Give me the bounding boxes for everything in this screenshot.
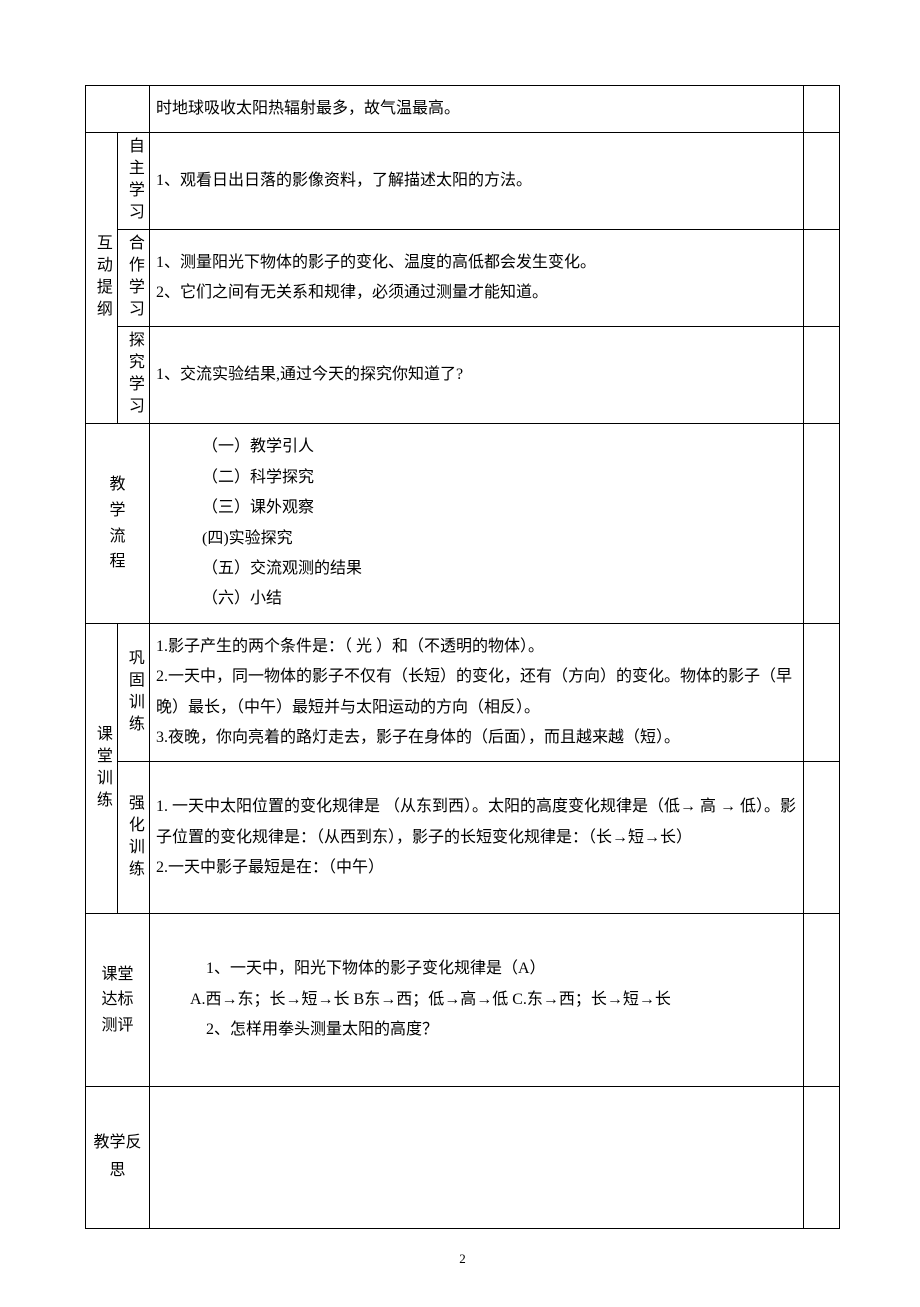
page-number: 2 [85, 1251, 840, 1267]
table-row: 教学反思 [86, 1086, 840, 1229]
sub-label-self-study: 自主学习 [118, 133, 150, 230]
sub-label-coop-study: 合作学习 [118, 230, 150, 327]
flow-line6: （六）小结 [202, 584, 797, 614]
intensify-line1: 1. 一天中太阳位置的变化规律是 （从东到西）。太阳的高度变化规律是（低→ 高 … [156, 792, 797, 853]
top-content: 时地球吸收太阳热辐射最多，故气温最高。 [150, 86, 804, 133]
section-label-training: 课堂训练 [86, 623, 118, 914]
sub-label-intensify: 强化训练 [118, 762, 150, 914]
flow-line4: (四)实验探究 [202, 524, 797, 554]
coop-line1: 1、测量阳光下物体的影子的变化、温度的高低都会发生变化。 [156, 248, 797, 278]
table-row: 强化训练 1. 一天中太阳位置的变化规律是 （从东到西）。太阳的高度变化规律是（… [86, 762, 840, 914]
flow-line1: （一）教学引人 [202, 432, 797, 462]
section-label-interaction: 互动提纲 [86, 133, 118, 424]
consolidate-content: 1.影子产生的两个条件是：（ 光 ）和（不透明的物体）。 2.一天中，同一物体的… [150, 623, 804, 762]
intensify-line2: 2.一天中影子最短是在：（中午） [156, 853, 797, 883]
lesson-plan-table: 时地球吸收太阳热辐射最多，故气温最高。 互动提纲 自主学习 1、观看日出日落的影… [85, 85, 840, 1229]
assessment-line3: 2、怎样用拳头测量太阳的高度？ [190, 1015, 797, 1045]
table-row: 合作学习 1、测量阳光下物体的影子的变化、温度的高低都会发生变化。 2、它们之间… [86, 230, 840, 327]
assessment-line1: 1、一天中，阳光下物体的影子变化规律是（A） [190, 954, 797, 984]
reflection-content [150, 1086, 804, 1229]
consolidate-line3: 3.夜晚，你向亮着的路灯走去，影子在身体的（后面），而且越来越（短）。 [156, 723, 797, 753]
table-row: 课堂达标测评 1、一天中，阳光下物体的影子变化规律是（A） A.西→东；长→短→… [86, 914, 840, 1086]
inquiry-study-content: 1、交流实验结果,通过今天的探究你知道了? [150, 327, 804, 424]
consolidate-line2: 2.一天中，同一物体的影子不仅有（长短）的变化，还有（方向）的变化。物体的影子（… [156, 662, 797, 723]
table-row: 教学流程 （一）教学引人 （二）科学探究 （三）课外观察 (四)实验探究 （五）… [86, 424, 840, 623]
intensify-content: 1. 一天中太阳位置的变化规律是 （从东到西）。太阳的高度变化规律是（低→ 高 … [150, 762, 804, 914]
table-row: 探究学习 1、交流实验结果,通过今天的探究你知道了? [86, 327, 840, 424]
table-row: 时地球吸收太阳热辐射最多，故气温最高。 [86, 86, 840, 133]
coop-study-content: 1、测量阳光下物体的影子的变化、温度的高低都会发生变化。 2、它们之间有无关系和… [150, 230, 804, 327]
coop-line2: 2、它们之间有无关系和规律，必须通过测量才能知道。 [156, 278, 797, 308]
flow-line2: （二）科学探究 [202, 463, 797, 493]
assessment-content: 1、一天中，阳光下物体的影子变化规律是（A） A.西→东；长→短→长 B东→西；… [150, 914, 804, 1086]
table-row: 互动提纲 自主学习 1、观看日出日落的影像资料，了解描述太阳的方法。 [86, 133, 840, 230]
flow-line3: （三）课外观察 [202, 493, 797, 523]
sub-label-inquiry-study: 探究学习 [118, 327, 150, 424]
table-row: 课堂训练 巩固训练 1.影子产生的两个条件是：（ 光 ）和（不透明的物体）。 2… [86, 623, 840, 762]
consolidate-line1: 1.影子产生的两个条件是：（ 光 ）和（不透明的物体）。 [156, 632, 797, 662]
self-study-content: 1、观看日出日落的影像资料，了解描述太阳的方法。 [150, 133, 804, 230]
flow-content: （一）教学引人 （二）科学探究 （三）课外观察 (四)实验探究 （五）交流观测的… [150, 424, 804, 623]
sub-label-consolidate: 巩固训练 [118, 623, 150, 762]
section-label-assessment: 课堂达标测评 [86, 914, 150, 1086]
section-label-flow: 教学流程 [86, 424, 150, 623]
section-label-reflection: 教学反思 [86, 1086, 150, 1229]
flow-line5: （五）交流观测的结果 [202, 554, 797, 584]
assessment-line2: A.西→东；长→短→长 B东→西；低→高→低 C.东→西；长→短→长 [218, 985, 797, 1015]
